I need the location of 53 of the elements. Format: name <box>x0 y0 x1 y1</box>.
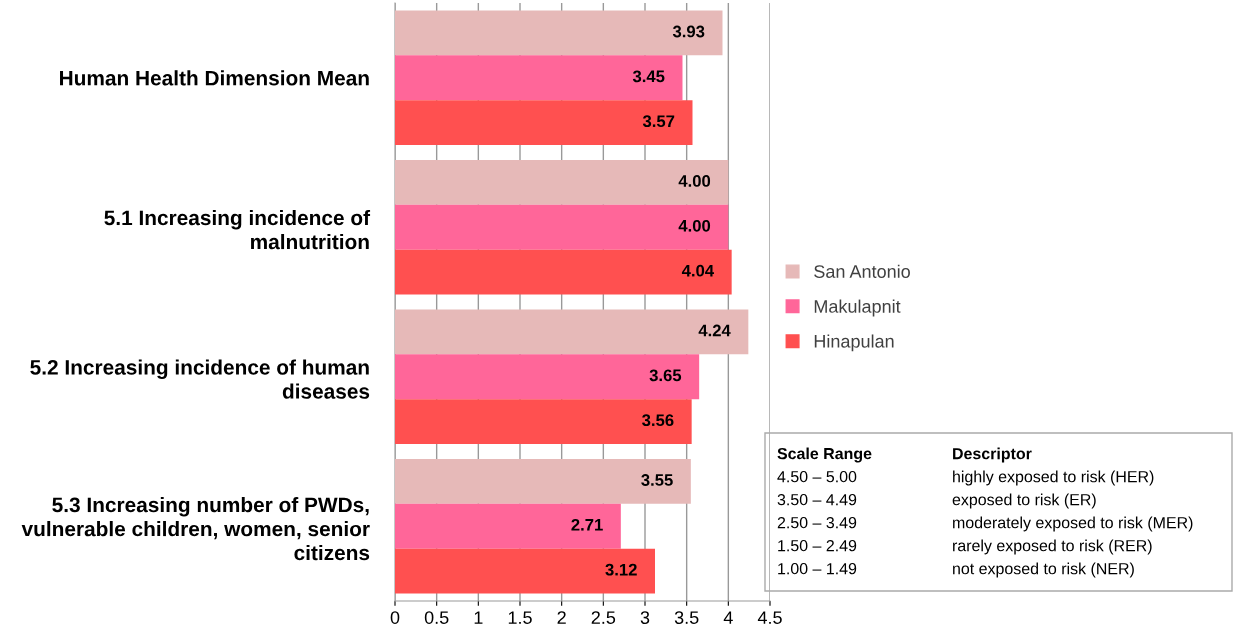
bar <box>395 249 732 295</box>
bar <box>395 100 693 146</box>
data-label: 3.65 <box>649 369 682 382</box>
text: 2.50 – 3.49 <box>777 516 857 529</box>
bar <box>395 458 691 504</box>
x-tick-label: 2 <box>557 611 566 624</box>
legend-label: San Antonio <box>814 264 910 278</box>
bar <box>395 159 729 205</box>
text: Descriptor <box>953 447 1032 463</box>
x-tick-label: 3 <box>640 611 650 624</box>
x-tick-label: 4.5 <box>757 611 782 624</box>
bar <box>395 55 683 101</box>
bar <box>395 503 621 549</box>
text: not exposed to risk (NER) <box>953 562 1134 578</box>
data-label: 4.00 <box>678 219 711 232</box>
data-label: 4.04 <box>681 264 715 277</box>
data-label: 3.12 <box>605 563 637 576</box>
bar <box>395 204 729 250</box>
data-label: 4.24 <box>698 324 731 337</box>
data-label: 3.55 <box>641 474 673 486</box>
data-label: 3.56 <box>642 414 674 427</box>
text: 1.00 – 1.49 <box>778 562 857 575</box>
y-tick-label: 5.3 Increasing number of PWDs, vulnerable children, women, senior citizens <box>21 496 370 561</box>
data-label: 4.00 <box>678 175 711 187</box>
x-tick-label: 0.5 <box>424 611 449 624</box>
text: moderately exposed to risk (MER) <box>953 516 1193 532</box>
data-label: 3.45 <box>632 70 665 83</box>
text: exposed to risk (ER) <box>952 493 1096 509</box>
text: highly exposed to risk (HER) <box>953 470 1154 486</box>
legend-label: Hinapulan <box>814 334 894 352</box>
legend-label: Makulapnit <box>814 299 901 317</box>
x-tick-label: 4 <box>723 611 733 624</box>
text: rarely exposed to risk (RER) <box>953 539 1152 555</box>
bar <box>395 354 700 400</box>
bar <box>395 309 749 355</box>
x-tick-label: 0 <box>390 611 400 624</box>
x-tick-label: 1 <box>474 611 483 624</box>
data-label: 3.93 <box>672 25 705 38</box>
y-tick-label: 5.1 Increasing incidence of malnutrition <box>104 209 371 250</box>
text: 3.50 – 4.49 <box>777 493 857 506</box>
text: Scale Range <box>777 447 872 463</box>
data-label: 3.57 <box>642 115 675 128</box>
text: 4.50 – 5.00 <box>777 470 857 483</box>
y-tick-label: Human Health Dimension Mean <box>60 70 369 86</box>
x-tick-label: 2.5 <box>591 611 616 624</box>
bar <box>395 399 692 445</box>
data-label: 2.71 <box>571 518 603 531</box>
y-tick-label: 5.2 Increasing incidence of human diseases <box>30 359 370 399</box>
bar <box>395 548 655 594</box>
x-tick-label: 1.5 <box>508 611 532 624</box>
x-tick-label: 3.5 <box>674 611 699 624</box>
text: 1.50 – 2.49 <box>778 539 857 552</box>
bar <box>395 10 723 56</box>
